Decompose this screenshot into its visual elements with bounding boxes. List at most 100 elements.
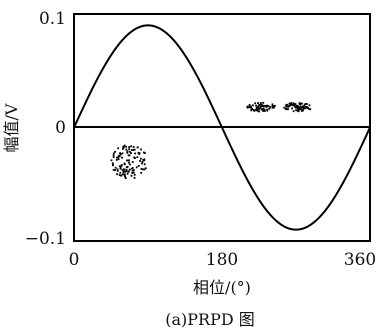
discharge-point [114,169,117,172]
discharge-point [139,157,142,160]
discharge-point [296,107,299,110]
discharge-point [141,162,143,165]
figure-caption: (a)PRPD 图 [165,310,255,329]
discharge-point [123,162,126,165]
discharge-point [246,106,249,109]
discharge-point [300,109,303,111]
discharge-point [248,105,251,108]
x-tick-label-0: 0 [69,250,80,270]
discharge-point [256,105,259,108]
discharge-point [291,107,294,110]
x-tick-label-360: 360 [344,250,376,270]
discharge-point [251,104,254,107]
discharge-point [257,102,259,104]
discharge-point [299,108,302,110]
discharge-point [253,110,256,112]
discharge-point [298,106,300,109]
discharge-point [260,104,263,106]
discharge-point [134,152,137,155]
discharge-point [122,146,125,149]
discharge-point [255,104,258,107]
discharge-point [272,106,275,109]
discharge-point [250,105,252,108]
discharge-point [308,104,311,107]
discharge-point [125,166,128,169]
discharge-point [262,108,265,111]
discharge-point [125,145,128,148]
discharge-point [256,108,258,111]
y-tick-label-bottom: −0.1 [25,229,66,249]
discharge-point [131,169,134,172]
discharge-point [256,109,259,112]
discharge-point [288,105,290,107]
discharge-point [285,105,288,107]
discharge-point [246,105,249,108]
discharge-point [285,108,288,111]
discharge-point [124,177,127,180]
discharge-points [110,101,312,180]
discharge-point [119,165,122,168]
discharge-point [258,107,260,110]
discharge-point [122,147,124,150]
discharge-point [133,156,136,159]
discharge-point [143,158,146,161]
discharge-point [112,152,115,155]
y-tick-label-zero: 0 [55,118,66,138]
discharge-point [132,146,135,148]
discharge-point [131,161,134,163]
discharge-point [259,107,262,110]
discharge-point [266,108,269,111]
discharge-point [297,108,300,111]
discharge-point [110,159,113,162]
discharge-point [143,163,146,166]
discharge-point [286,103,289,106]
discharge-point [118,174,121,176]
discharge-point [118,155,121,158]
discharge-point [307,106,309,109]
discharge-point [285,104,288,106]
discharge-point [130,167,133,170]
discharge-point [265,106,268,108]
y-axis-label: 幅值/V [2,103,21,152]
discharge-point [303,103,306,106]
discharge-point [135,166,138,169]
discharge-point [116,168,119,171]
x-tick-label-180: 180 [206,250,238,270]
discharge-point [142,159,145,161]
discharge-point [267,105,270,107]
discharge-point [130,152,132,155]
discharge-point [254,102,257,105]
discharge-point [259,102,262,104]
discharge-point [143,159,146,162]
discharge-point [295,106,298,109]
discharge-point [123,173,126,176]
discharge-point [122,173,124,176]
discharge-point [132,169,135,172]
discharge-point [140,148,142,151]
discharge-point [139,160,141,162]
discharge-point [300,102,303,105]
discharge-point [294,103,297,105]
sine-reference-curve [73,24,371,231]
discharge-point [128,168,131,171]
discharge-point [303,105,306,108]
discharge-point [117,158,120,161]
discharge-point [304,105,307,108]
discharge-point [290,102,293,104]
discharge-point [115,159,118,161]
discharge-point [120,174,122,177]
discharge-point [305,106,308,108]
y-tick-label-top: 0.1 [39,9,66,29]
discharge-point [303,107,306,110]
discharge-point [128,163,131,166]
discharge-point [262,107,265,110]
discharge-point [127,170,130,173]
discharge-point [297,110,300,113]
discharge-point [300,106,303,109]
discharge-point [117,156,120,158]
discharge-point [298,102,301,105]
discharge-point [127,159,130,162]
discharge-point [125,148,128,151]
discharge-point [116,156,118,159]
